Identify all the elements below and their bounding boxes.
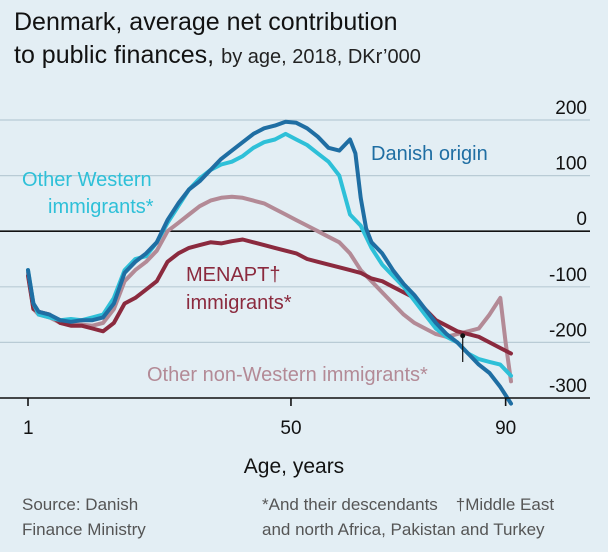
y-tick-label: -100 xyxy=(549,265,587,286)
label-menapt-line1: MENAPT† xyxy=(186,264,280,286)
line-other-western xyxy=(26,131,513,378)
series-labels: Danish origin Other Western immigrants* … xyxy=(22,143,488,386)
x-axis-title: Age, years xyxy=(244,455,344,478)
line-chart: 200 100 0 -100 -200 -300 1 50 90 Danish origin … xyxy=(0,98,590,478)
label-menapt-line2: immigrants* xyxy=(186,292,292,314)
y-tick-label: 100 xyxy=(555,154,587,175)
source-line2: Finance Ministry xyxy=(22,520,146,539)
x-tick-label: 90 xyxy=(495,418,516,439)
label-danish-origin: Danish origin xyxy=(371,143,488,165)
series-lines xyxy=(26,119,513,406)
chart-title-block: Denmark, average net contribution to pub… xyxy=(14,6,604,74)
label-other-western-line1: Other Western xyxy=(22,169,152,191)
label-other-non-western: Other non-Western immigrants* xyxy=(147,364,428,386)
y-tick-label: -200 xyxy=(549,320,587,341)
footnote-menapt-end: and north Africa, Pakistan and Turkey xyxy=(262,520,545,539)
source-line1: Source: Danish xyxy=(22,495,139,514)
footnotes: *And their descendants †Middle East and n… xyxy=(262,492,608,542)
x-tick-label: 50 xyxy=(280,418,301,439)
y-tick-label: -300 xyxy=(549,376,587,397)
y-tick-label: 0 xyxy=(576,209,587,230)
line-other-non-western xyxy=(26,194,513,384)
x-tick-label: 1 xyxy=(23,418,34,439)
label-leader-dot xyxy=(460,333,466,339)
chart-subtitle: by age, 2018, DKr’000 xyxy=(221,46,421,68)
line-danish-origin xyxy=(26,119,513,406)
label-other-western-line2: immigrants* xyxy=(48,196,154,218)
footnote-menapt-start: †Middle East xyxy=(455,495,555,514)
source-note: Source: Danish Finance Ministry xyxy=(22,492,242,542)
y-tick-label: 200 xyxy=(555,98,587,119)
chart-title-line2: to public finances, xyxy=(14,41,215,69)
y-tick-labels: 200 100 0 -100 -200 -300 xyxy=(549,98,587,397)
gridlines xyxy=(0,119,590,399)
footnote-descendants: *And their descendants xyxy=(262,495,438,514)
chart-title-line1: Denmark, average net contribution xyxy=(14,8,398,36)
x-axis: 1 50 90 xyxy=(0,397,590,439)
